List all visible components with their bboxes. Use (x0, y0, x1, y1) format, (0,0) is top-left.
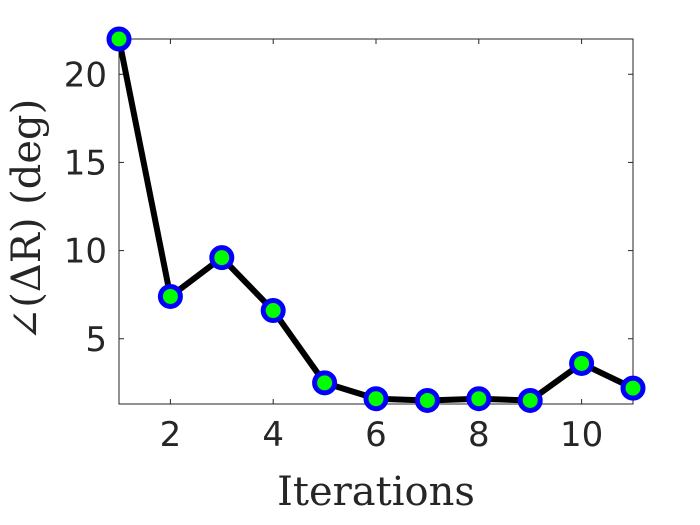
data-point (569, 350, 595, 376)
plot-area-box (118, 38, 634, 405)
data-point (106, 26, 132, 52)
y-tick-label: 20 (64, 55, 107, 95)
y-axis-label: ∠(ΔR) (deg) (4, 99, 50, 342)
data-point (620, 375, 646, 401)
x-tick-label: 6 (365, 415, 387, 455)
ticks: 2 4 6 8 10 5 10 15 20 (64, 39, 633, 455)
y-tick-label: 10 (64, 232, 107, 272)
x-tick-label: 8 (468, 415, 490, 455)
x-axis-label: Iterations (277, 469, 475, 515)
x-tick-label: 4 (262, 415, 284, 455)
series (106, 26, 646, 413)
data-point (157, 283, 183, 309)
data-point (517, 387, 543, 413)
data-point (466, 386, 492, 412)
data-point (260, 298, 286, 324)
data-point (312, 370, 338, 396)
x-tick-label: 2 (160, 415, 182, 455)
y-tick-label: 5 (85, 320, 107, 360)
data-point (414, 387, 440, 413)
axes (118, 38, 634, 405)
series-line (116, 36, 636, 404)
data-point (363, 386, 389, 412)
x-tick-label: 10 (560, 415, 603, 455)
y-tick-label: 15 (64, 143, 107, 183)
data-point (209, 245, 235, 271)
